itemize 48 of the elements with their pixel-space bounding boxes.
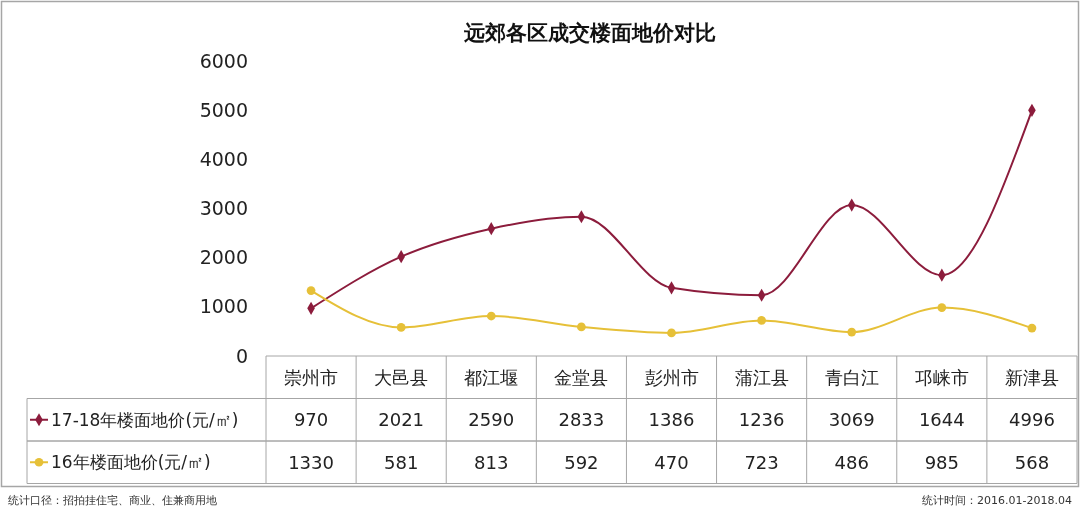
data-label: 470 xyxy=(654,451,689,473)
point xyxy=(667,328,676,338)
point xyxy=(757,316,766,325)
data-label: 1330 xyxy=(288,451,334,473)
x-tick-label: 金堂县 xyxy=(554,366,609,388)
y-tick-label: 1000 xyxy=(199,295,248,318)
y-tick-label: 4000 xyxy=(199,147,248,170)
data-label: 723 xyxy=(744,451,779,473)
x-tick-label: 彭州市 xyxy=(644,366,699,388)
point xyxy=(577,322,586,332)
y-tick-label: 3000 xyxy=(199,197,248,220)
data-label: 3069 xyxy=(828,409,875,431)
data-label: 486 xyxy=(834,451,869,473)
x-tick-label: 青白江 xyxy=(824,366,879,388)
text: 统计时间：2016.01-2018.04 xyxy=(922,493,1072,507)
y-tick-label: 0 xyxy=(235,344,248,367)
data-label: 813 xyxy=(474,451,509,473)
data-label: 2590 xyxy=(468,409,515,431)
legend-label: 16年楼面地价(元/㎡) xyxy=(51,452,211,473)
data-label: 568 xyxy=(1014,451,1050,473)
x-tick-label: 新津县 xyxy=(1004,366,1059,388)
data-label: 985 xyxy=(924,451,960,473)
legend-label: 17-18年楼面地价(元/㎡) xyxy=(51,409,239,430)
y-tick-label: 2000 xyxy=(199,246,248,269)
data-label: 2021 xyxy=(378,409,425,431)
chart-title: 远郊各区成交楼面地价对比 xyxy=(463,21,716,45)
data-label: 581 xyxy=(383,451,419,473)
data-label: 1236 xyxy=(738,409,785,431)
point xyxy=(486,311,496,321)
x-tick-label: 邛崃市 xyxy=(914,366,969,388)
y-tick-label: 6000 xyxy=(199,49,248,72)
x-tick-label: 蒲江县 xyxy=(734,366,789,388)
data-label: 1386 xyxy=(648,409,695,431)
data-label: 970 xyxy=(293,409,329,431)
point xyxy=(937,303,947,312)
data-label: 4996 xyxy=(1009,409,1055,431)
point xyxy=(306,286,316,295)
data-label: 592 xyxy=(564,451,599,473)
x-tick-label: 大邑县 xyxy=(374,366,429,388)
text: 统计口径：招拍挂住宅、商业、住兼商用地 xyxy=(8,493,217,507)
x-tick-label: 崇州市 xyxy=(284,366,339,388)
data-label: 2833 xyxy=(558,409,605,431)
point xyxy=(396,323,406,332)
y-tick-label: 5000 xyxy=(199,98,248,121)
data-label: 1644 xyxy=(918,409,965,431)
x-tick-label: 都江堰 xyxy=(464,366,519,388)
point xyxy=(847,327,857,337)
point xyxy=(1027,323,1037,333)
